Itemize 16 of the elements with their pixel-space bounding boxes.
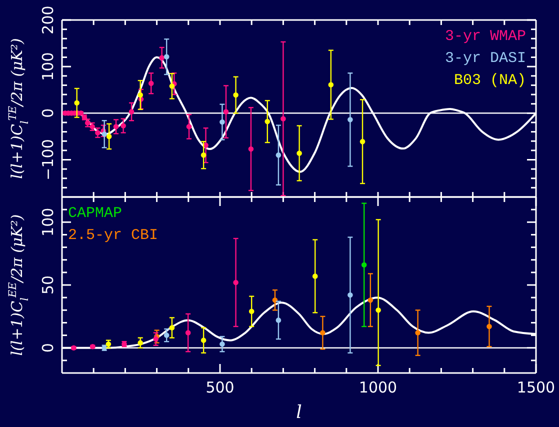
- text: B03 (NA): [454, 72, 526, 89]
- x-tick-label: 500: [206, 378, 234, 396]
- y-tick-label: 100: [39, 52, 57, 81]
- y-tick-label: 200: [39, 6, 57, 34]
- y-tick-label: 0: [39, 343, 57, 353]
- text: 2.5-yr CBI: [68, 227, 158, 244]
- x-tick-label: 1500: [516, 378, 556, 396]
- y-tick-label: −100: [39, 139, 57, 180]
- text: CAPMAP: [68, 205, 122, 222]
- y-tick-label: 100: [39, 208, 57, 236]
- x-tick-label: 1000: [358, 378, 398, 396]
- y-tick-label: 0: [39, 108, 57, 118]
- y-tick-label: 50: [39, 275, 57, 295]
- text: 3-yr WMAP: [444, 28, 526, 45]
- x-axis-title: l: [296, 402, 302, 423]
- text: 3-yr DASI: [444, 50, 526, 67]
